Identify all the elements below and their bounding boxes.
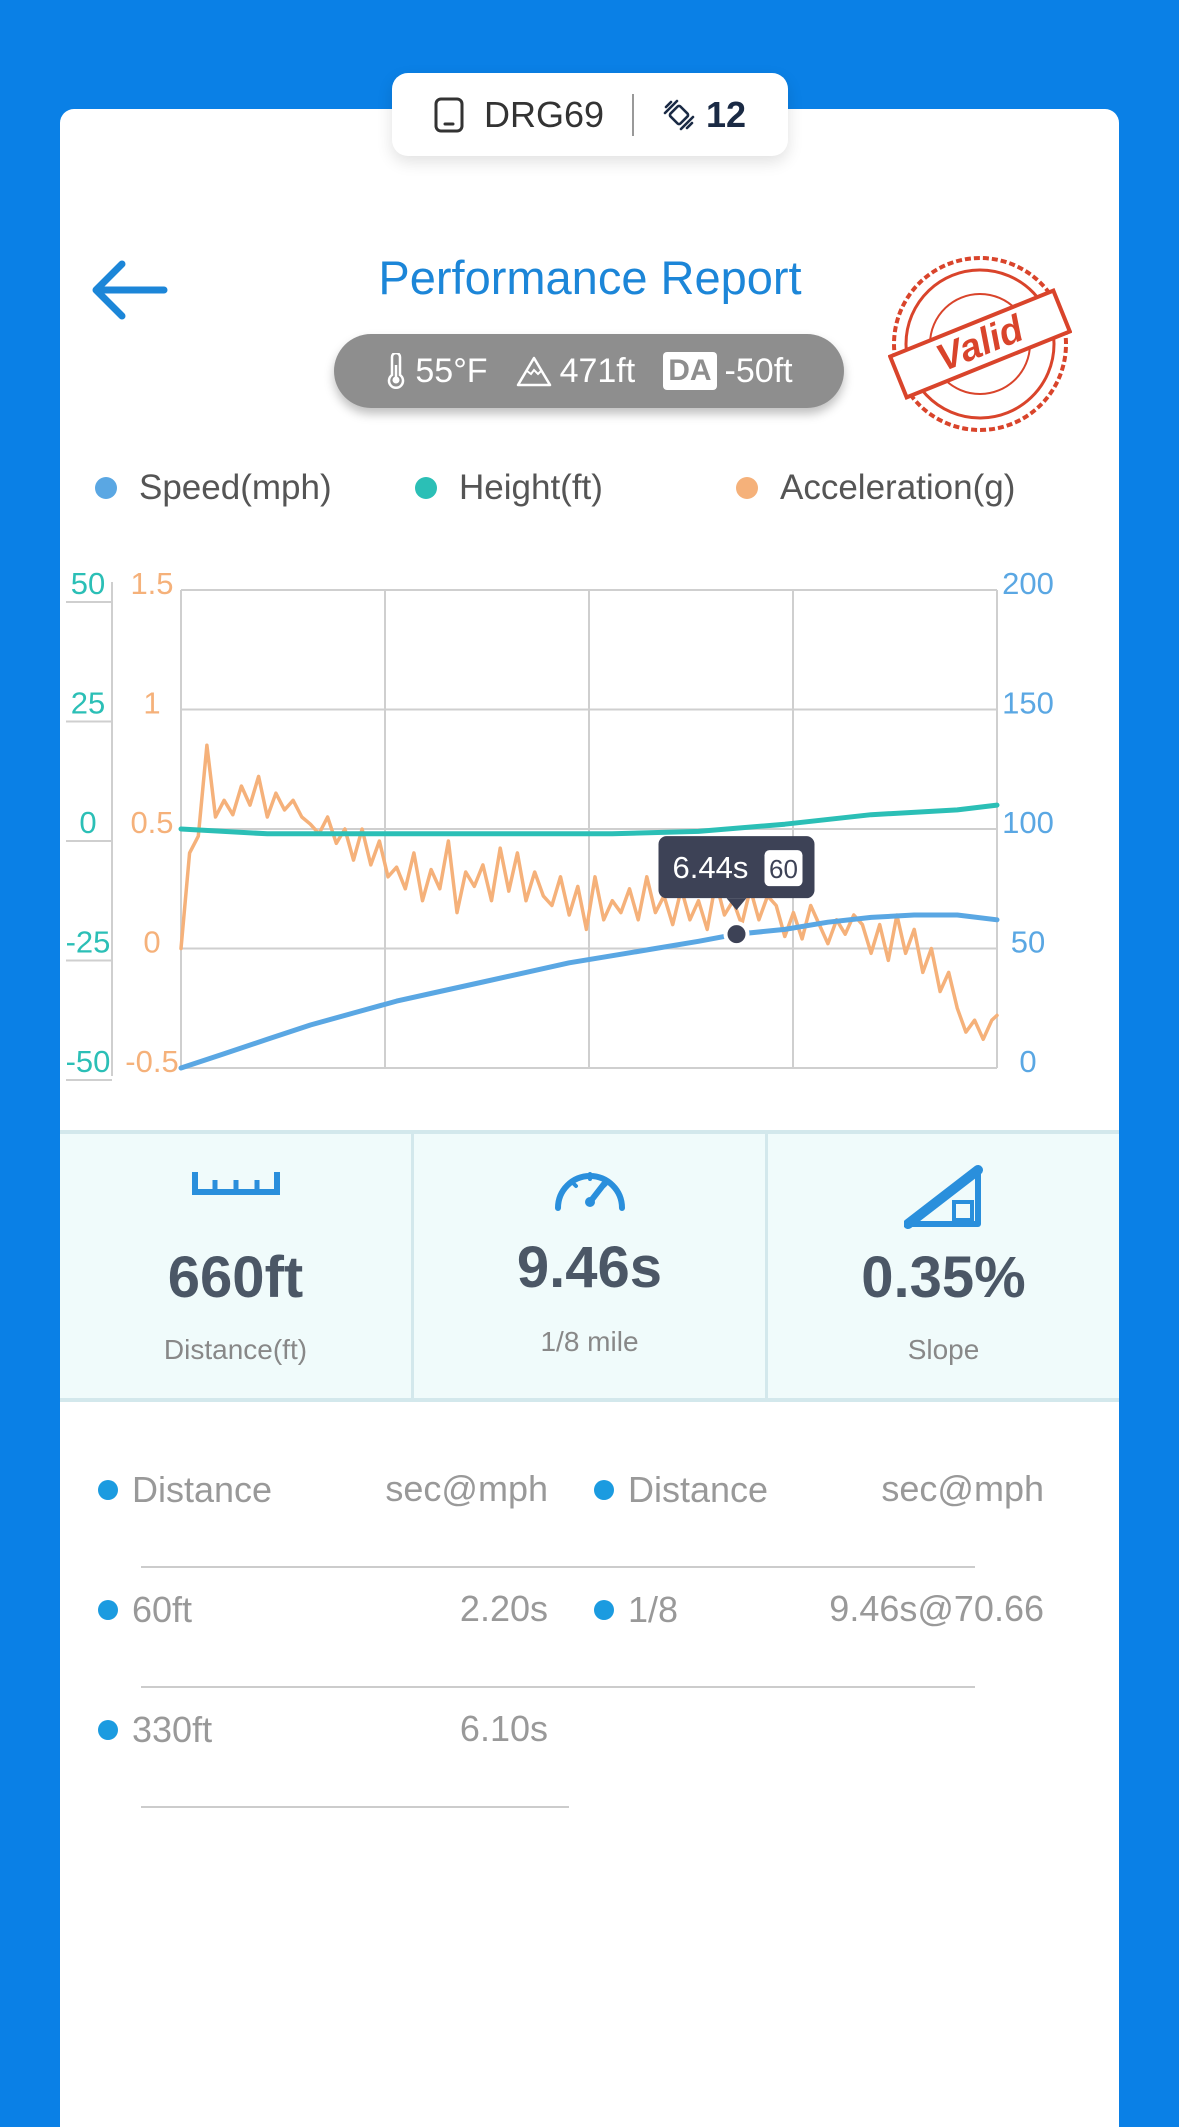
divider xyxy=(141,1806,569,1808)
speed-tick-label: 150 xyxy=(1002,686,1054,721)
bullet-dot xyxy=(594,1600,614,1620)
altitude-item: 471ft xyxy=(516,351,636,391)
mountain-icon xyxy=(516,356,551,387)
legend-dot xyxy=(95,477,117,499)
accel-tick-label: 1 xyxy=(143,686,160,721)
legend-dot xyxy=(736,477,758,499)
conditions-pill: 55°F 471ft DA -50ft xyxy=(334,334,844,408)
accel-tick-label: 0 xyxy=(143,925,160,960)
chart-grid xyxy=(180,589,998,1069)
header-distance: Distance xyxy=(132,1469,273,1510)
legend-item-acceleration[interactable]: Acceleration(g) xyxy=(736,468,1015,508)
report-card xyxy=(60,109,1119,2127)
speed-tick-label: 50 xyxy=(1011,925,1045,960)
bullet-dot xyxy=(98,1480,118,1500)
stat-distance: 660ft Distance(ft) xyxy=(60,1134,414,1398)
accel-tick-label: -0.5 xyxy=(125,1044,178,1079)
row-cell: 1/8 xyxy=(594,1580,678,1640)
height-tick-label: 25 xyxy=(71,686,105,721)
legend-dot xyxy=(415,477,437,499)
chart-axes: 50 25 0 -25 -50 1.5 1 0.5 0 -0.5 200 150 100 50 0 xyxy=(66,566,1054,1081)
device-name: DRG69 xyxy=(483,93,604,135)
temperature-item: 55°F xyxy=(385,351,488,391)
satellite-icon xyxy=(663,99,695,130)
stat-label: Slope xyxy=(907,1334,980,1365)
bullet-dot xyxy=(98,1720,118,1740)
stat-label: Distance(ft) xyxy=(163,1334,308,1365)
tooltip-speed-box xyxy=(764,850,803,887)
height-tick-label: 0 xyxy=(79,805,96,840)
height-tick-label: 50 xyxy=(71,566,105,601)
da-badge: DA xyxy=(663,352,717,390)
split-value: 6.10s xyxy=(459,1708,548,1749)
split-value: 2.20s xyxy=(459,1588,548,1629)
series-line-speed xyxy=(178,912,1000,1071)
legend-label: Speed(mph) xyxy=(139,468,332,507)
stats-panel: 660ft Distance(ft) 9.46s 1/8 mile 0.35% … xyxy=(60,1130,1119,1402)
phone-icon xyxy=(434,97,464,132)
header-value: sec@mph xyxy=(881,1468,1044,1509)
header-distance: Distance xyxy=(628,1469,769,1510)
stat-label: 1/8 mile xyxy=(540,1326,639,1357)
divider xyxy=(141,1566,975,1568)
back-arrow-icon[interactable] xyxy=(88,258,168,322)
header-value: sec@mph xyxy=(385,1468,548,1509)
page-title: Performance Report xyxy=(378,251,802,304)
speed-tick-label: 200 xyxy=(1002,566,1054,601)
density-altitude-value: -50ft xyxy=(724,351,793,390)
accel-tick-label: 1.5 xyxy=(130,566,173,601)
tooltip-pointer xyxy=(726,898,747,911)
stat-value: 660ft xyxy=(167,1245,304,1310)
bullet-dot xyxy=(98,1600,118,1620)
series-line-height xyxy=(178,802,1000,837)
split-distance: 60ft xyxy=(132,1589,193,1630)
height-tick-label: -50 xyxy=(66,1044,111,1079)
speed-tick-label: 100 xyxy=(1002,805,1054,840)
density-altitude-item: DA -50ft xyxy=(663,351,793,391)
ruler-icon xyxy=(191,1172,280,1195)
device-status-pill[interactable]: DRG69 12 xyxy=(392,73,788,156)
row-cell: 330ft xyxy=(98,1700,212,1760)
speedometer-icon xyxy=(554,1172,625,1211)
performance-chart[interactable]: 50 25 0 -25 -50 1.5 1 0.5 0 -0.5 200 150 100 50 0 6.44… xyxy=(60,550,1119,1090)
stat-time: 9.46s 1/8 mile xyxy=(414,1134,768,1398)
legend-label: Acceleration(g) xyxy=(780,468,1016,507)
legend-item-speed[interactable]: Speed(mph) xyxy=(95,468,332,508)
legend-item-height[interactable]: Height(ft) xyxy=(415,468,603,508)
divider xyxy=(141,1686,975,1688)
accel-tick-label: 0.5 xyxy=(130,805,173,840)
temperature-value: 55°F xyxy=(415,351,488,390)
legend-label: Height(ft) xyxy=(459,468,603,507)
row-cell: 60ft xyxy=(98,1580,192,1640)
split-value: 9.46s@70.66 xyxy=(829,1588,1044,1629)
split-distance: 1/8 xyxy=(628,1589,679,1630)
stat-value: 0.35% xyxy=(861,1245,1026,1310)
chart-series xyxy=(178,743,1000,1071)
altitude-value: 471ft xyxy=(559,351,636,390)
speed-tick-label: 0 xyxy=(1019,1044,1036,1079)
slope-icon xyxy=(903,1165,983,1229)
stat-slope: 0.35% Slope xyxy=(768,1134,1119,1398)
tooltip-time: 6.44s xyxy=(673,850,749,885)
thermometer-icon xyxy=(388,353,405,389)
satellite-count: 12 xyxy=(706,93,747,135)
stat-value: 9.46s xyxy=(516,1235,663,1300)
split-distance: 330ft xyxy=(132,1709,213,1750)
divider xyxy=(632,93,634,136)
tooltip-point xyxy=(723,921,750,948)
chart-legend: Speed(mph) Height(ft) Acceleration(g) xyxy=(95,468,1055,518)
header-cell: Distance xyxy=(98,1460,272,1520)
bullet-dot xyxy=(594,1480,614,1500)
height-tick-label: -25 xyxy=(66,925,111,960)
header-cell: Distance xyxy=(594,1460,768,1520)
chart-tooltip: 6.44s 60 xyxy=(658,836,815,948)
valid-stamp: Valid xyxy=(888,256,1072,432)
tooltip-speed: 60 xyxy=(769,854,798,884)
